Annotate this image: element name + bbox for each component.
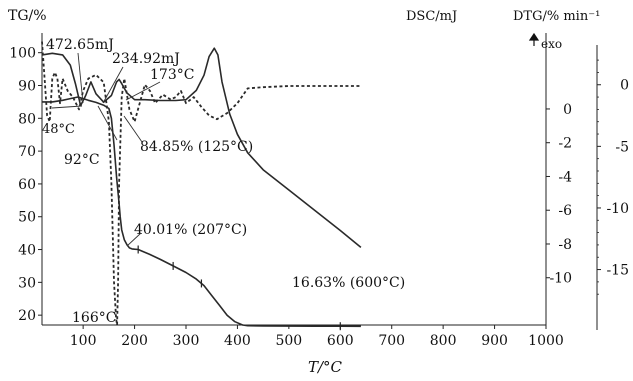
- dtg-tick-label: -15: [606, 263, 629, 279]
- annotation-leader-line: [126, 232, 142, 247]
- x-tick-label: 800: [430, 333, 457, 349]
- annotation-leader-line: [102, 66, 124, 104]
- dtg-curve: [41, 41, 361, 326]
- tg-tick-label: 40: [18, 243, 36, 259]
- dtg-tick-label: 0: [620, 78, 629, 94]
- tg-tick-label: 90: [18, 78, 36, 94]
- tg-tick-label: 30: [18, 275, 36, 291]
- dsc-tick-label: -2: [558, 136, 572, 152]
- axis-text-layer: TG/% DSC/mJ DTG/% min⁻¹ exo T/°C: [8, 8, 600, 376]
- annotation-label: 166°C: [72, 310, 116, 326]
- annotation-label: 92°C: [64, 152, 100, 168]
- dsc-tick-label: -10: [549, 271, 572, 287]
- frame-layer: 100 200 300 400 500 600 700 800 900 1000203040506…: [9, 32, 629, 349]
- x-tick-label: 700: [378, 333, 405, 349]
- annotation-leader-line: [51, 105, 83, 109]
- dtg-axis-label: DTG/% min⁻¹: [513, 9, 600, 24]
- tg-curve: [42, 96, 361, 328]
- tg-tick-label: 70: [18, 144, 36, 160]
- dsc-tick-label: -6: [558, 203, 572, 219]
- dtg-tick-label: -10: [606, 201, 629, 217]
- x-tick-label: 900: [481, 333, 508, 349]
- tg-tick-label: 20: [18, 308, 36, 324]
- annotation-leader-line: [97, 105, 118, 141]
- tg-tick-label: 100: [9, 46, 36, 62]
- x-tick-label: 100: [70, 333, 97, 349]
- tg-axis-label: TG/%: [8, 8, 47, 24]
- dsc-tick-label: -4: [558, 169, 572, 185]
- exo-label: exo: [541, 37, 562, 51]
- annotation-label: 472.65mJ: [46, 37, 114, 53]
- tg-tick-label: 50: [18, 210, 36, 226]
- x-tick-label: 600: [327, 333, 354, 349]
- x-tick-label: 200: [121, 333, 148, 349]
- annotation-label: 234.92mJ: [112, 51, 180, 67]
- x-tick-label: 400: [224, 333, 251, 349]
- annotation-label: 16.63% (600°C): [292, 275, 405, 291]
- annotation-label: 48°C: [42, 122, 75, 137]
- annotation-leader-line: [125, 81, 161, 101]
- dsc-tick-label: 0: [563, 102, 572, 118]
- tg-tick-label: 60: [18, 177, 36, 193]
- dtg-tick-label: -5: [615, 139, 629, 155]
- annotation-label: 40.01% (207°C): [134, 222, 247, 238]
- dsc-tick-label: -8: [558, 237, 572, 253]
- annotation-leader-line: [123, 115, 143, 143]
- x-tick-label: 300: [173, 333, 200, 349]
- dsc-axis-label: DSC/mJ: [406, 9, 457, 24]
- tg-tick-label: 80: [18, 111, 36, 127]
- x-tick-label: 1000: [528, 333, 564, 349]
- exo-arrow-icon: [528, 32, 540, 46]
- x-tick-label: 500: [275, 333, 302, 349]
- annotation-leader-line: [77, 52, 84, 104]
- x-axis-label: T/°C: [308, 358, 343, 376]
- annotation-label: 173°C: [150, 67, 194, 83]
- annotation-label: 84.85% (125°C): [140, 139, 253, 155]
